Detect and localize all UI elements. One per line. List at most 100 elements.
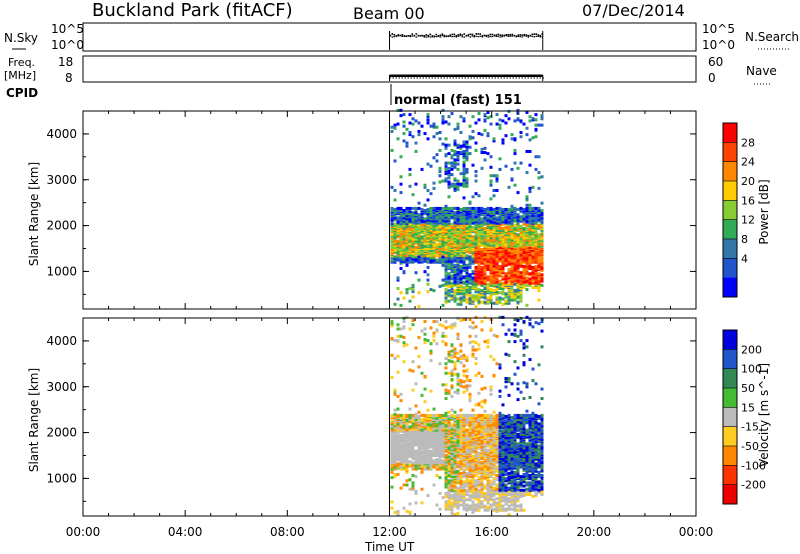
colorbar-segment <box>723 200 737 221</box>
data-cell <box>495 284 499 288</box>
data-cell <box>498 218 502 222</box>
nave-point <box>452 77 454 79</box>
data-cell <box>489 224 493 228</box>
data-cell <box>399 155 403 159</box>
data-cell <box>507 257 511 261</box>
data-cell <box>513 223 517 227</box>
data-cell <box>438 444 442 448</box>
data-cell <box>465 459 469 463</box>
data-cell <box>456 211 460 215</box>
data-cell <box>504 272 508 276</box>
data-cell <box>477 504 481 508</box>
data-cell <box>456 511 460 515</box>
data-cell <box>501 119 505 123</box>
data-cell <box>450 274 454 278</box>
data-cell <box>471 163 475 167</box>
data-cell <box>414 457 418 461</box>
data-cell <box>525 219 529 223</box>
data-cell <box>444 217 448 221</box>
data-cell <box>432 331 436 335</box>
data-cell <box>495 206 499 210</box>
nsearch-point <box>531 35 534 37</box>
data-cell <box>462 468 466 472</box>
data-cell <box>462 480 466 484</box>
data-cell <box>405 439 409 443</box>
data-cell <box>486 240 490 244</box>
data-cell <box>498 299 502 303</box>
data-cell <box>447 161 451 165</box>
data-cell <box>402 448 406 452</box>
data-cell <box>396 252 400 256</box>
data-cell <box>504 274 508 278</box>
data-cell <box>414 206 418 210</box>
data-cell <box>522 264 526 268</box>
data-cell <box>456 145 460 149</box>
data-cell <box>399 108 403 112</box>
data-cell <box>462 253 466 257</box>
data-cell <box>393 239 397 243</box>
data-cell <box>447 417 451 421</box>
nsearch-point <box>517 35 520 38</box>
data-cell <box>468 294 472 298</box>
data-cell <box>465 210 469 214</box>
power-x-ticks <box>82 111 697 309</box>
data-cell <box>456 162 460 166</box>
data-cell <box>441 278 445 282</box>
data-cell <box>423 219 427 223</box>
data-cell <box>450 369 454 373</box>
data-cell <box>477 471 481 475</box>
nsky-point <box>505 34 508 36</box>
nave-point <box>389 77 391 79</box>
data-cell <box>456 335 460 339</box>
data-cell <box>456 217 460 221</box>
nave-point <box>446 77 448 79</box>
data-cell <box>474 413 478 417</box>
data-cell <box>432 427 436 431</box>
data-cell <box>486 152 490 156</box>
data-cell <box>507 268 511 272</box>
colorbar-segment <box>723 277 737 298</box>
data-cell <box>465 368 469 372</box>
data-cell <box>480 220 484 224</box>
data-cell <box>429 359 433 363</box>
data-cell <box>441 142 445 146</box>
data-cell <box>420 393 424 397</box>
data-cell <box>486 278 490 282</box>
data-cell <box>483 214 487 218</box>
nave-point <box>410 77 412 79</box>
nave-point <box>416 77 418 79</box>
data-cell <box>468 479 472 483</box>
data-cell <box>474 469 478 473</box>
data-cell <box>516 207 520 211</box>
data-cell <box>516 191 520 195</box>
data-cell <box>408 502 412 506</box>
data-cell <box>504 280 508 284</box>
data-cell <box>471 206 475 210</box>
nsearch-point <box>511 35 514 37</box>
data-cell <box>516 265 520 269</box>
nave-point <box>464 77 466 79</box>
nsky-point <box>409 34 412 37</box>
data-cell <box>402 320 406 324</box>
data-cell <box>528 253 532 257</box>
data-cell <box>462 218 466 222</box>
data-cell <box>405 249 409 253</box>
data-cell <box>411 122 415 126</box>
data-cell <box>465 378 469 382</box>
nsearch-point <box>475 35 478 37</box>
data-cell <box>429 351 433 355</box>
data-cell <box>462 441 466 445</box>
data-cell <box>450 213 454 217</box>
data-cell <box>498 291 502 295</box>
data-cell <box>450 436 454 440</box>
data-cell <box>498 126 502 130</box>
data-cell <box>453 216 457 220</box>
data-cell <box>414 248 418 252</box>
data-cell <box>450 481 454 485</box>
data-cell <box>390 206 394 210</box>
data-cell <box>483 249 487 253</box>
data-cell <box>465 250 469 254</box>
data-cell <box>411 211 415 215</box>
data-cell <box>444 288 448 292</box>
